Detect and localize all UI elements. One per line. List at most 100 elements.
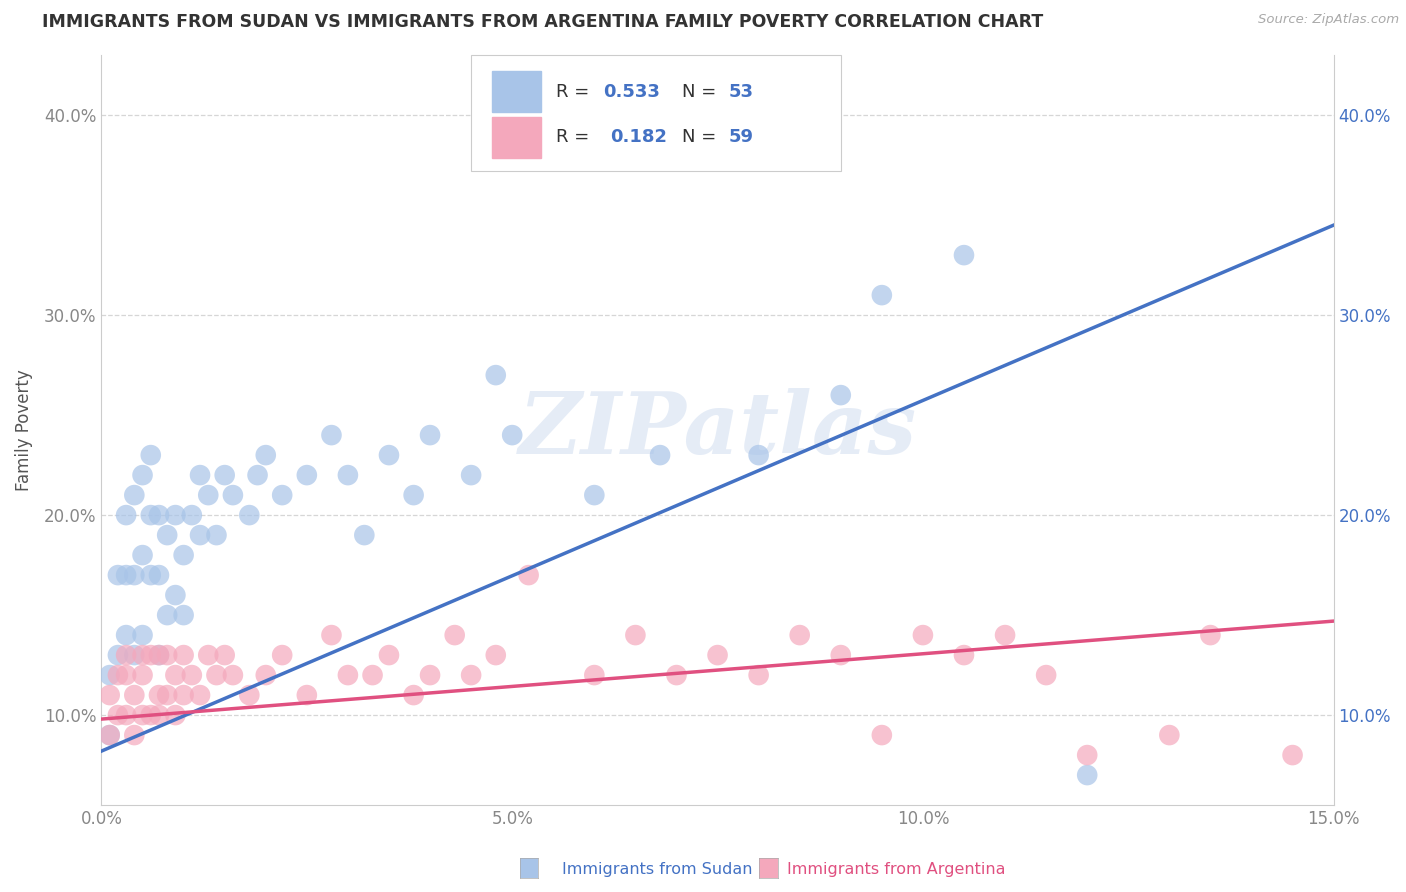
- Point: [254, 668, 277, 682]
- Point: [870, 728, 893, 742]
- Point: [115, 668, 138, 682]
- Text: R =: R =: [557, 128, 600, 146]
- Point: [131, 468, 153, 483]
- Point: [205, 668, 228, 682]
- Point: [148, 648, 170, 662]
- Point: [953, 248, 976, 262]
- Point: [214, 468, 236, 483]
- Point: [517, 568, 540, 582]
- Point: [139, 448, 162, 462]
- Point: [246, 468, 269, 483]
- Point: [870, 288, 893, 302]
- Text: N =: N =: [682, 128, 721, 146]
- Point: [115, 708, 138, 723]
- Point: [124, 488, 146, 502]
- Point: [295, 468, 318, 483]
- Point: [139, 508, 162, 522]
- Point: [148, 648, 170, 662]
- Point: [830, 648, 852, 662]
- Point: [165, 508, 187, 522]
- Point: [222, 668, 245, 682]
- Point: [336, 668, 359, 682]
- Point: [238, 688, 260, 702]
- Point: [107, 708, 129, 723]
- Point: [148, 708, 170, 723]
- Text: 0.533: 0.533: [603, 83, 659, 101]
- Text: 59: 59: [728, 128, 754, 146]
- Point: [124, 568, 146, 582]
- Point: [165, 668, 187, 682]
- Point: [197, 488, 219, 502]
- Point: [1159, 728, 1181, 742]
- Point: [107, 668, 129, 682]
- Point: [789, 628, 811, 642]
- Point: [98, 728, 121, 742]
- Point: [402, 488, 425, 502]
- Point: [748, 448, 770, 462]
- Text: N =: N =: [682, 83, 721, 101]
- Point: [165, 708, 187, 723]
- Point: [156, 688, 179, 702]
- Point: [994, 628, 1017, 642]
- Point: [460, 468, 482, 483]
- Text: IMMIGRANTS FROM SUDAN VS IMMIGRANTS FROM ARGENTINA FAMILY POVERTY CORRELATION CH: IMMIGRANTS FROM SUDAN VS IMMIGRANTS FROM…: [42, 13, 1043, 31]
- Point: [98, 688, 121, 702]
- Text: R =: R =: [557, 83, 595, 101]
- Point: [156, 608, 179, 623]
- Text: Immigrants from Sudan: Immigrants from Sudan: [562, 863, 752, 877]
- Point: [830, 388, 852, 402]
- Point: [131, 628, 153, 642]
- Text: Source: ZipAtlas.com: Source: ZipAtlas.com: [1258, 13, 1399, 27]
- Point: [402, 688, 425, 702]
- Point: [115, 628, 138, 642]
- Point: [295, 688, 318, 702]
- FancyBboxPatch shape: [471, 55, 841, 171]
- Point: [98, 728, 121, 742]
- Point: [1035, 668, 1057, 682]
- Point: [361, 668, 384, 682]
- Y-axis label: Family Poverty: Family Poverty: [15, 369, 32, 491]
- Point: [115, 648, 138, 662]
- Point: [271, 648, 294, 662]
- Point: [583, 488, 606, 502]
- Point: [378, 448, 401, 462]
- Point: [748, 668, 770, 682]
- Point: [124, 728, 146, 742]
- Point: [214, 648, 236, 662]
- Point: [911, 628, 934, 642]
- Point: [156, 648, 179, 662]
- Point: [353, 528, 375, 542]
- Text: ZIPatlas: ZIPatlas: [519, 388, 917, 472]
- Point: [115, 508, 138, 522]
- Point: [321, 628, 343, 642]
- Point: [321, 428, 343, 442]
- Point: [115, 568, 138, 582]
- Point: [131, 648, 153, 662]
- Point: [148, 568, 170, 582]
- Point: [1199, 628, 1222, 642]
- Point: [107, 568, 129, 582]
- Point: [173, 608, 195, 623]
- Point: [443, 628, 465, 642]
- Point: [238, 508, 260, 522]
- Text: Immigrants from Argentina: Immigrants from Argentina: [787, 863, 1005, 877]
- Point: [173, 648, 195, 662]
- Point: [624, 628, 647, 642]
- Point: [156, 528, 179, 542]
- Point: [460, 668, 482, 682]
- Point: [180, 668, 202, 682]
- Point: [107, 648, 129, 662]
- Point: [173, 548, 195, 562]
- Point: [583, 668, 606, 682]
- Point: [1076, 748, 1098, 763]
- Point: [706, 648, 728, 662]
- Point: [188, 688, 211, 702]
- Point: [131, 708, 153, 723]
- Point: [271, 488, 294, 502]
- Point: [1281, 748, 1303, 763]
- Point: [485, 368, 508, 383]
- Point: [205, 528, 228, 542]
- Point: [180, 508, 202, 522]
- Point: [139, 708, 162, 723]
- Bar: [492, 117, 541, 158]
